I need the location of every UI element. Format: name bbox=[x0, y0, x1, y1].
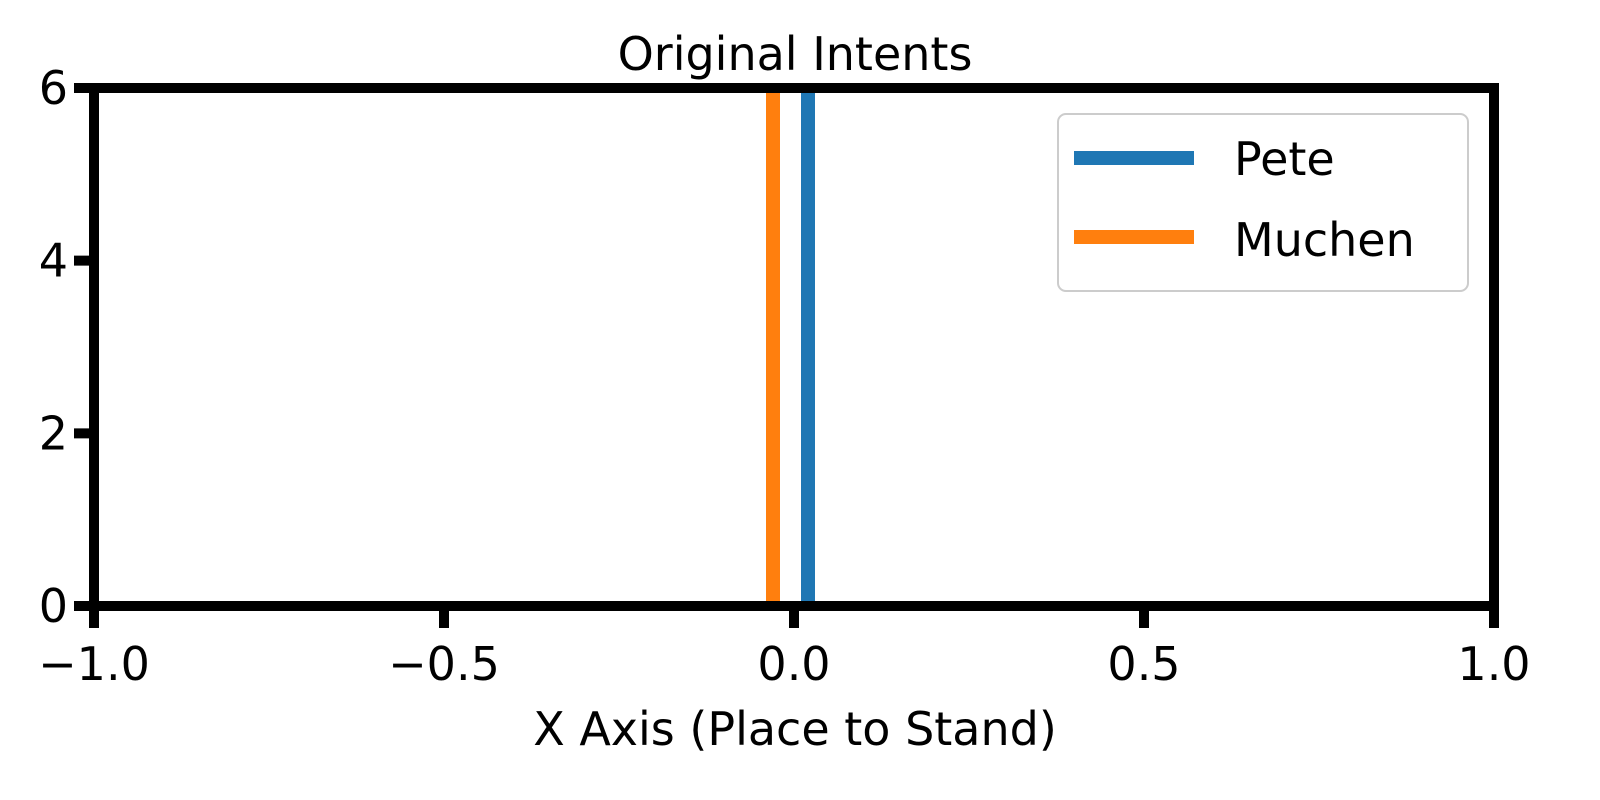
y-tick-label: 0 bbox=[39, 579, 68, 633]
x-axis-title: X Axis (Place to Stand) bbox=[533, 702, 1057, 756]
x-tick-label: 1.0 bbox=[1457, 637, 1530, 691]
legend-label-muchen: Muchen bbox=[1234, 213, 1415, 267]
legend: Pete Muchen bbox=[1057, 113, 1469, 292]
ticks-layer: −1.0 −0.5 0.0 0.5 1.0 0 2 4 6 bbox=[38, 61, 1530, 691]
y-tick-label: 4 bbox=[39, 234, 68, 288]
series-layer bbox=[766, 93, 815, 604]
y-tick-label: 2 bbox=[39, 406, 68, 460]
legend-label-pete: Pete bbox=[1234, 132, 1335, 186]
x-tick-label: 0.0 bbox=[757, 637, 830, 691]
x-tick-label: −1.0 bbox=[38, 637, 150, 691]
x-tick-label: −0.5 bbox=[388, 637, 500, 691]
y-tick-label: 6 bbox=[39, 61, 68, 115]
x-tick-label: 0.5 bbox=[1107, 637, 1180, 691]
chart-title: Original Intents bbox=[618, 27, 973, 81]
